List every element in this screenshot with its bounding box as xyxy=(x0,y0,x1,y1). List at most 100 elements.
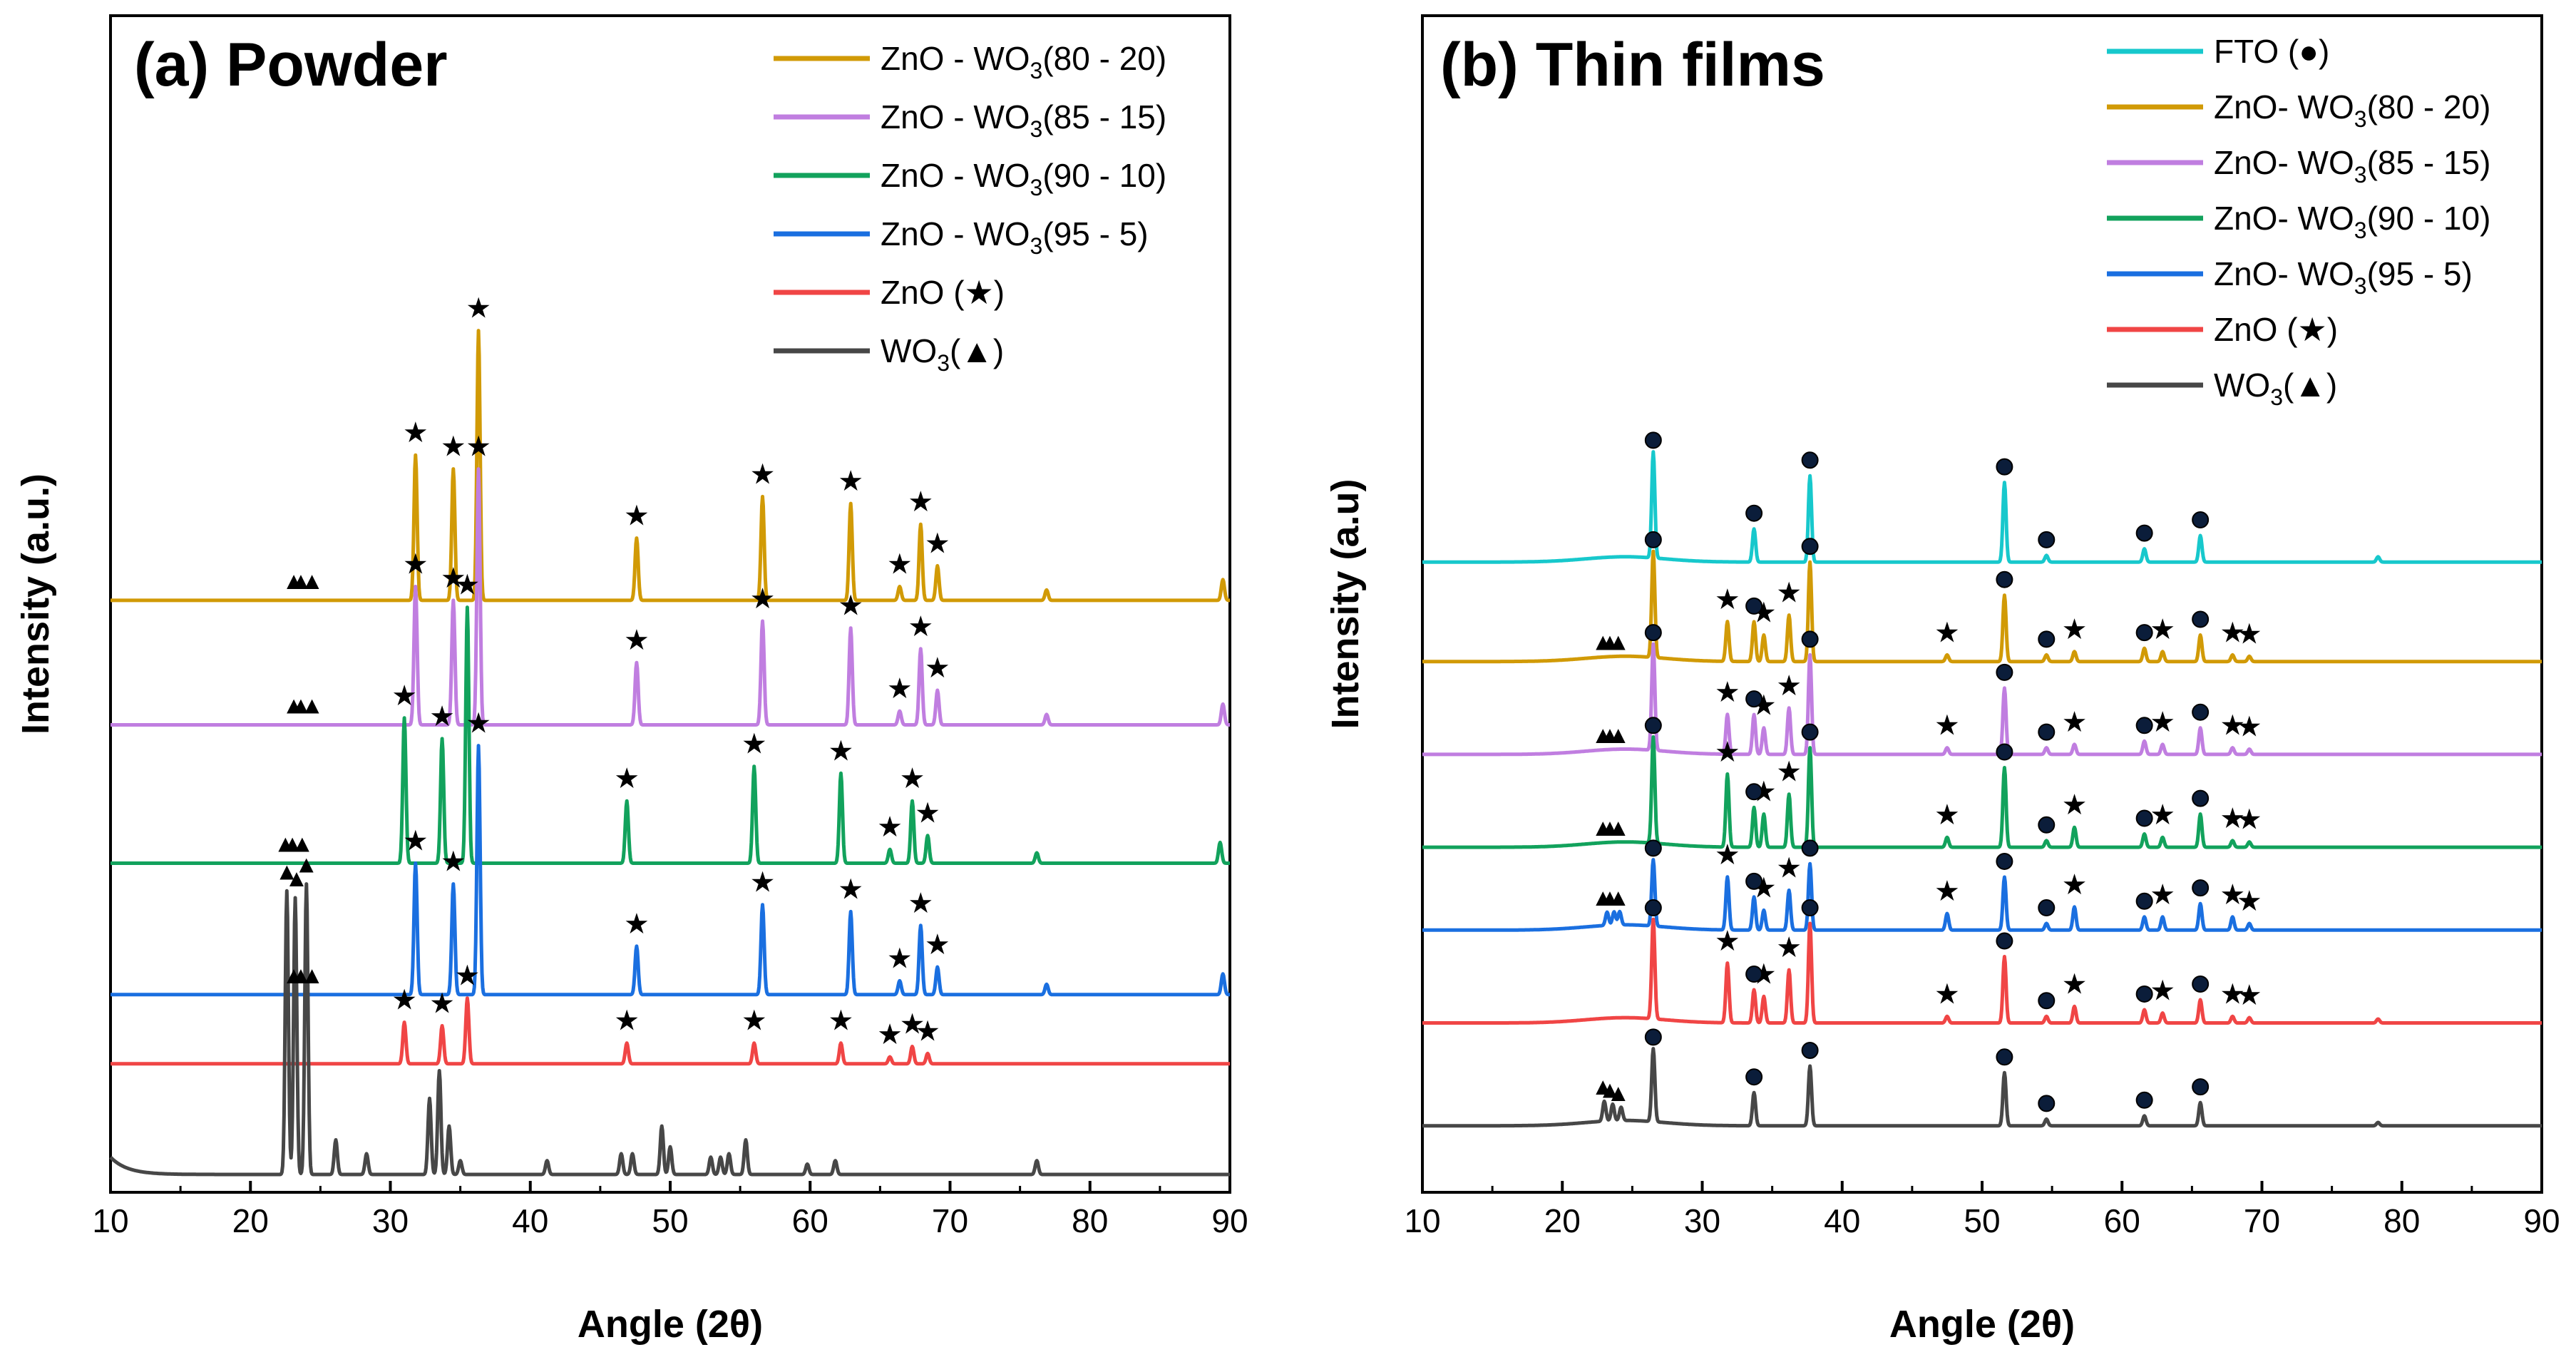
x-tick-label: 20 xyxy=(1544,1202,1581,1239)
x-tick-label: 90 xyxy=(2523,1202,2560,1239)
znO-star-marker: ★ xyxy=(403,826,429,857)
x-tick-label: 90 xyxy=(1211,1202,1248,1239)
znO-star-marker: ★ xyxy=(925,929,950,961)
znO-star-marker: ★ xyxy=(441,846,466,878)
znO-star-marker: ★ xyxy=(455,961,481,992)
fto-dot-marker xyxy=(2137,894,2152,909)
x-tick-label: 50 xyxy=(1964,1202,2000,1239)
y-axis-title: Intensity (a.u.) xyxy=(14,473,57,734)
znO-star-marker: ★ xyxy=(2237,618,2262,650)
fto-dot-marker xyxy=(2038,817,2054,833)
fto-dot-marker xyxy=(1996,744,2012,760)
znO-star-marker: ★ xyxy=(1776,757,1802,788)
znO-star-marker: ★ xyxy=(915,1015,940,1047)
x-tick-label: 60 xyxy=(2104,1202,2140,1239)
fto-dot-marker xyxy=(1996,933,2012,949)
znO-star-marker: ★ xyxy=(750,583,776,615)
fto-dot-marker xyxy=(1646,625,1661,640)
fto-dot-marker xyxy=(2038,900,2054,916)
znO-star-marker: ★ xyxy=(391,680,417,712)
wo3-triangle-marker: ▲ xyxy=(1606,884,1631,911)
fto-dot-marker xyxy=(1746,874,1762,889)
wo3-triangle-marker: ▲ xyxy=(1606,722,1631,749)
wo3-triangle-marker: ▲ xyxy=(294,851,319,879)
fto-dot-marker xyxy=(1646,532,1661,548)
znO-star-marker: ★ xyxy=(2150,707,2175,738)
fto-dot-marker xyxy=(1802,840,1818,856)
znO-star-marker: ★ xyxy=(925,652,950,684)
znO-star-marker: ★ xyxy=(2062,968,2088,1000)
znO-star-marker: ★ xyxy=(1934,799,1960,831)
znO-star-marker: ★ xyxy=(2237,886,2262,917)
y-axis-title: Intensity (a.u) xyxy=(1324,478,1367,729)
znO-star-marker: ★ xyxy=(887,943,913,974)
fto-dot-marker xyxy=(2038,631,2054,647)
znO-star-marker: ★ xyxy=(614,763,640,794)
x-tick-label: 30 xyxy=(372,1202,409,1239)
fto-dot-marker xyxy=(2192,512,2208,528)
znO-star-marker: ★ xyxy=(2062,614,2088,645)
fto-dot-marker xyxy=(2192,705,2208,720)
x-axis-title: Angle (2θ) xyxy=(1889,1303,2075,1346)
znO-star-marker: ★ xyxy=(838,466,863,497)
x-tick-label: 30 xyxy=(1684,1202,1720,1239)
znO-star-marker: ★ xyxy=(925,528,950,559)
znO-star-marker: ★ xyxy=(828,1005,853,1037)
legend-label: ZnO - WO3(80 - 20) xyxy=(881,40,1166,83)
fto-dot-marker xyxy=(2137,986,2152,1002)
fto-dot-marker xyxy=(1646,1029,1661,1045)
wo3-triangle-marker: ▲ xyxy=(1606,629,1631,656)
znO-star-marker: ★ xyxy=(2150,879,2175,911)
legend-label: FTO (●) xyxy=(2214,33,2329,70)
x-tick-label: 20 xyxy=(232,1202,269,1239)
znO-star-marker: ★ xyxy=(466,431,491,463)
fto-dot-marker xyxy=(1802,631,1818,647)
znO-star-marker: ★ xyxy=(742,1005,767,1037)
znO-star-marker: ★ xyxy=(908,888,933,919)
fto-dot-marker xyxy=(1746,1069,1762,1085)
znO-star-marker: ★ xyxy=(455,570,481,601)
znO-star-marker: ★ xyxy=(1715,584,1740,615)
fto-dot-marker xyxy=(1802,538,1818,554)
znO-star-marker: ★ xyxy=(1715,926,1740,957)
znO-star-marker: ★ xyxy=(466,708,491,739)
x-tick-label: 70 xyxy=(2244,1202,2280,1239)
fto-dot-marker xyxy=(1802,900,1818,916)
znO-star-marker: ★ xyxy=(1776,670,1802,702)
wo3-triangle-marker: ▲ xyxy=(1606,1080,1631,1107)
znO-star-marker: ★ xyxy=(887,673,913,705)
znO-star-marker: ★ xyxy=(403,549,429,580)
wo3-triangle-marker: ▲ xyxy=(300,692,324,720)
x-tick-label: 80 xyxy=(2383,1202,2420,1239)
znO-star-marker: ★ xyxy=(466,293,491,324)
znO-star-marker: ★ xyxy=(403,417,429,449)
znO-star-marker: ★ xyxy=(877,812,903,843)
znO-star-marker: ★ xyxy=(908,486,933,518)
x-tick-label: 80 xyxy=(1072,1202,1108,1239)
fto-dot-marker xyxy=(1746,966,1762,982)
x-tick-label: 40 xyxy=(1824,1202,1860,1239)
znO-star-marker: ★ xyxy=(1934,617,1960,648)
fto-dot-marker xyxy=(2192,880,2208,896)
znO-star-marker: ★ xyxy=(2062,869,2088,901)
znO-star-marker: ★ xyxy=(391,985,417,1016)
wo3-triangle-marker: ▲ xyxy=(300,568,324,595)
fto-dot-marker xyxy=(1996,572,2012,588)
znO-star-marker: ★ xyxy=(900,763,925,794)
fto-dot-marker xyxy=(2038,1095,2054,1111)
znO-star-marker: ★ xyxy=(614,1005,640,1037)
fto-dot-marker xyxy=(1646,840,1661,856)
znO-star-marker: ★ xyxy=(750,867,776,899)
fto-dot-marker xyxy=(2137,1092,2152,1108)
znO-star-marker: ★ xyxy=(1715,839,1740,871)
znO-star-marker: ★ xyxy=(742,729,767,760)
fto-dot-marker xyxy=(1646,900,1661,916)
legend-label: ZnO- WO3(80 - 20) xyxy=(2214,88,2490,132)
x-tick-label: 10 xyxy=(1404,1202,1440,1239)
znO-star-marker: ★ xyxy=(1776,932,1802,963)
x-tick-label: 70 xyxy=(932,1202,968,1239)
znO-star-marker: ★ xyxy=(624,625,650,656)
panel-label: (a) Powder xyxy=(134,31,448,99)
fto-dot-marker xyxy=(2038,993,2054,1008)
